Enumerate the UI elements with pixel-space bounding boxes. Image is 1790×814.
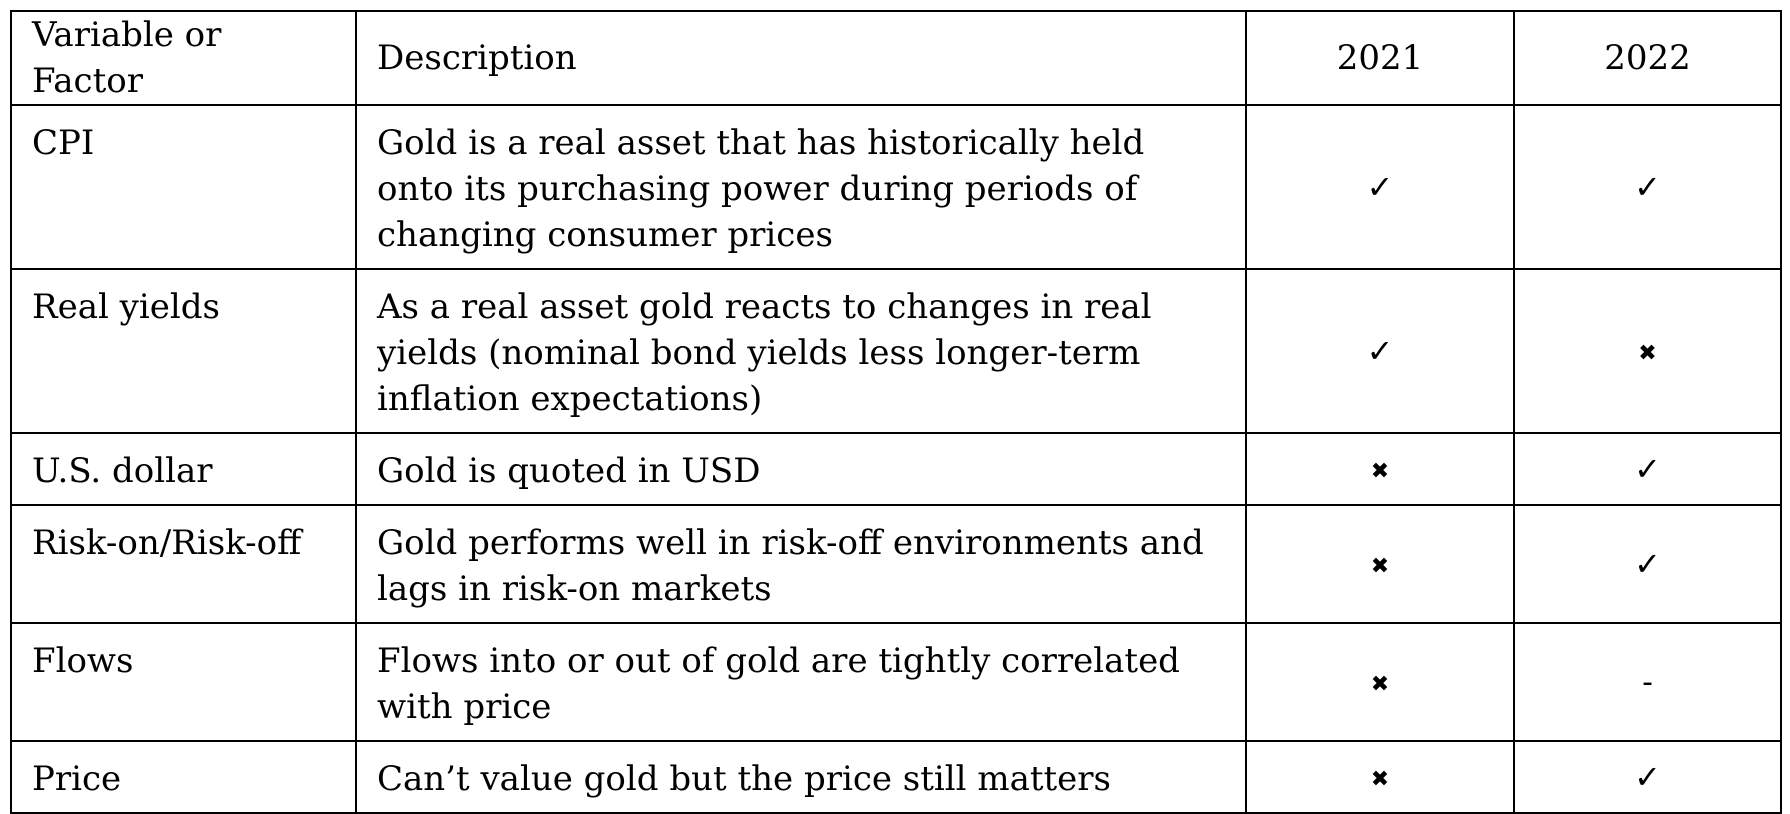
dash-mark-icon: - (1642, 665, 1653, 700)
row-description: Gold is a real asset that has historical… (355, 104, 1247, 270)
row-2021-cell: ✓ (1245, 268, 1515, 434)
check-mark-icon: ✓ (1366, 168, 1394, 206)
header-row: Variable or Factor Description 2021 2022 (10, 10, 1782, 106)
cross-mark-icon: ✖ (1370, 671, 1390, 697)
row-variable: Flows (10, 622, 357, 742)
header-2021: 2021 (1245, 10, 1515, 106)
table-row: Flows Flows into or out of gold are tigh… (10, 622, 1782, 742)
check-mark-icon: ✓ (1366, 332, 1394, 370)
header-description: Description (355, 10, 1247, 106)
row-2021-cell: ✖ (1245, 740, 1515, 814)
header-variable: Variable or Factor (10, 10, 357, 106)
row-variable: CPI (10, 104, 357, 270)
row-2022-cell: ✓ (1513, 504, 1782, 624)
table-row: U.S. dollar Gold is quoted in USD ✖ ✓ (10, 432, 1782, 506)
factor-table: Variable or Factor Description 2021 2022… (10, 10, 1782, 814)
row-2021-cell: ✖ (1245, 622, 1515, 742)
cross-mark-icon: ✖ (1370, 458, 1390, 484)
cross-mark-icon: ✖ (1370, 766, 1390, 792)
row-2021-cell: ✓ (1245, 104, 1515, 270)
row-variable: U.S. dollar (10, 432, 357, 506)
row-description: Gold performs well in risk-off environme… (355, 504, 1247, 624)
row-2022-cell: ✓ (1513, 740, 1782, 814)
row-2022-cell: ✓ (1513, 104, 1782, 270)
row-variable: Real yields (10, 268, 357, 434)
check-mark-icon: ✓ (1634, 450, 1661, 488)
row-variable: Risk-on/Risk-off (10, 504, 357, 624)
row-2022-cell: ✓ (1513, 432, 1782, 506)
cross-mark-icon: ✖ (1370, 553, 1390, 579)
cross-mark-icon: ✖ (1638, 340, 1657, 366)
row-2021-cell: ✖ (1245, 432, 1515, 506)
row-description: Gold is quoted in USD (355, 432, 1247, 506)
factor-table-container: Variable or Factor Description 2021 2022… (10, 10, 1782, 814)
row-2022-cell: - (1513, 622, 1782, 742)
row-description: As a real asset gold reacts to changes i… (355, 268, 1247, 434)
row-description: Can’t value gold but the price still mat… (355, 740, 1247, 814)
header-2022: 2022 (1513, 10, 1782, 106)
row-variable: Price (10, 740, 357, 814)
table-row: Risk-on/Risk-off Gold performs well in r… (10, 504, 1782, 624)
row-2021-cell: ✖ (1245, 504, 1515, 624)
check-mark-icon: ✓ (1634, 758, 1661, 796)
table-row: CPI Gold is a real asset that has histor… (10, 104, 1782, 270)
row-description: Flows into or out of gold are tightly co… (355, 622, 1247, 742)
check-mark-icon: ✓ (1634, 168, 1661, 206)
check-mark-icon: ✓ (1634, 545, 1661, 583)
table-row: Real yields As a real asset gold reacts … (10, 268, 1782, 434)
row-2022-cell: ✖ (1513, 268, 1782, 434)
table-row: Price Can’t value gold but the price sti… (10, 740, 1782, 814)
